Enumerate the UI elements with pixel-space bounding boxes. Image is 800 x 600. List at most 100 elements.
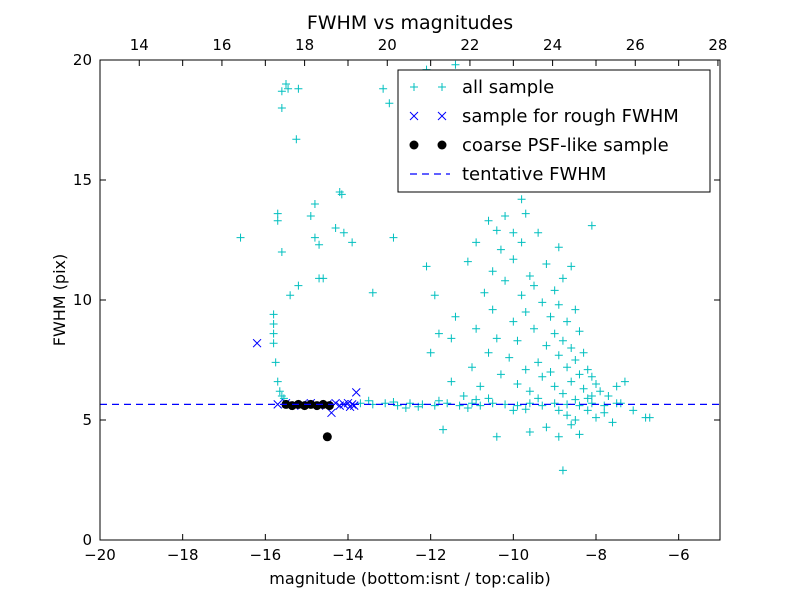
- plus-marker: [558, 274, 567, 283]
- data-point: [505, 353, 514, 362]
- data-point: [294, 84, 303, 93]
- plus-marker: [430, 291, 439, 300]
- plus-marker: [554, 406, 563, 415]
- data-point: [339, 228, 348, 237]
- data-point: [571, 416, 580, 424]
- data-point: [583, 365, 592, 374]
- chart-title: FWHM vs magnitudes: [307, 12, 513, 34]
- legend-marker: [437, 111, 447, 121]
- data-point: [269, 320, 278, 328]
- x-tick-label: −10: [498, 546, 530, 564]
- data-point: [571, 395, 580, 404]
- legend-marker: [409, 140, 419, 150]
- legend-marker: [410, 83, 418, 91]
- data-point: [484, 348, 493, 357]
- data-point: [538, 372, 547, 381]
- plus-marker: [563, 317, 572, 326]
- plus-marker: [277, 248, 286, 256]
- data-point: [434, 396, 443, 405]
- plus-marker: [443, 399, 452, 408]
- data-point: [521, 365, 530, 374]
- plus-marker: [567, 262, 576, 271]
- plus-marker: [480, 288, 489, 297]
- plus-marker: [492, 432, 501, 441]
- data-point: [509, 228, 518, 237]
- data-point: [530, 281, 538, 290]
- data-point: [484, 394, 493, 403]
- plus-marker: [310, 200, 319, 208]
- plus-marker: [525, 272, 534, 280]
- data-point: [575, 401, 584, 410]
- data-point: [538, 298, 547, 307]
- plus-marker: [600, 408, 609, 417]
- data-point: [348, 238, 357, 247]
- data-point: [563, 317, 572, 326]
- x-tick-label: −20: [84, 546, 116, 564]
- data-point: [492, 226, 501, 235]
- plus-marker: [269, 329, 278, 338]
- plus-marker: [612, 399, 621, 408]
- plus-marker: [439, 425, 448, 434]
- plus-marker: [538, 372, 547, 381]
- plus-marker: [269, 320, 278, 328]
- data-point: [476, 401, 485, 410]
- x-marker: [273, 400, 283, 409]
- data-point: [592, 413, 600, 422]
- data-point: [292, 135, 301, 144]
- plus-marker: [530, 281, 538, 290]
- data-point: [575, 370, 584, 379]
- data-point: [351, 388, 361, 397]
- data-point: [496, 370, 505, 379]
- plus-marker: [550, 399, 559, 408]
- x-marker: [327, 408, 336, 418]
- plus-marker: [517, 238, 526, 247]
- plus-marker: [269, 310, 278, 319]
- data-point: [629, 406, 638, 415]
- plus-marker: [592, 380, 600, 388]
- data-point: [567, 377, 576, 386]
- plus-marker: [273, 209, 282, 218]
- plus-marker: [534, 358, 543, 367]
- legend-marker: [437, 140, 447, 150]
- data-point: [558, 336, 567, 345]
- x-tick-label: −8: [585, 546, 607, 564]
- data-point: [356, 399, 365, 408]
- data-point: [455, 401, 464, 410]
- plus-marker: [513, 380, 522, 388]
- plus-marker: [534, 394, 543, 403]
- data-point: [558, 466, 567, 475]
- data-point: [277, 248, 286, 256]
- plus-marker: [517, 291, 526, 300]
- data-point: [530, 324, 538, 333]
- plus-marker: [319, 274, 328, 283]
- legend: all sample sample for rough FWHM coarse PS…: [397, 69, 711, 193]
- plus-marker: [468, 363, 476, 372]
- plus-marker: [525, 399, 534, 408]
- data-point: [587, 399, 596, 408]
- plus-marker: [379, 84, 388, 93]
- plus-marker: [472, 324, 481, 333]
- legend-marker: [438, 83, 446, 91]
- data-point: [468, 363, 476, 372]
- plus-marker: [538, 298, 547, 307]
- data-point: [546, 368, 555, 376]
- data-point: [620, 377, 629, 386]
- plus-marker: [546, 312, 555, 321]
- plus-marker: [292, 135, 301, 144]
- plus-marker: [563, 363, 572, 372]
- plus-marker: [488, 305, 497, 314]
- plus-marker: [542, 341, 551, 350]
- plus-marker: [534, 228, 543, 237]
- data-point: [554, 432, 563, 441]
- data-point: [269, 339, 278, 348]
- data-point: [310, 233, 319, 242]
- plus-marker: [488, 267, 497, 276]
- data-point: [542, 341, 551, 350]
- plus-marker: [364, 396, 373, 405]
- data-point: [284, 84, 293, 93]
- data-point: [534, 358, 543, 367]
- y-tick-label: 20: [73, 51, 92, 69]
- plus-marker: [447, 377, 456, 386]
- plus-marker: [554, 300, 563, 309]
